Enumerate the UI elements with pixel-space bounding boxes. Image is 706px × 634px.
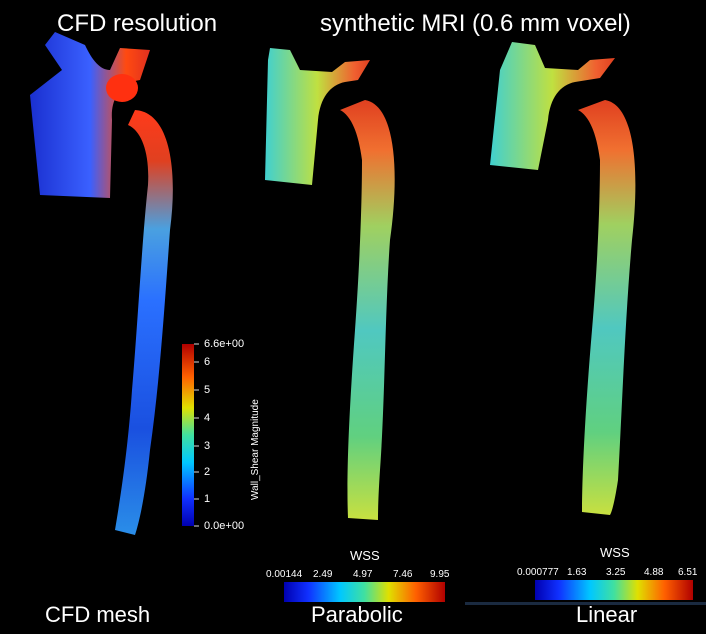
aorta-linear — [490, 42, 636, 515]
colorbar-parabolic-tick: 9.95 — [430, 569, 450, 580]
caption-cfd-mesh: CFD mesh — [45, 602, 151, 627]
colorbar-cfd-tick: 2 — [204, 466, 211, 478]
colorbar-linear — [535, 580, 693, 600]
colorbar-linear-tick: 4.88 — [644, 567, 664, 578]
colorbar-linear-title: WSS — [600, 545, 630, 560]
scroll-track — [465, 602, 706, 605]
aorta-parabolic — [265, 48, 395, 520]
colorbar-linear-tick: 0.000777 — [517, 567, 559, 578]
colorbar-cfd-tick: 6 — [204, 356, 211, 368]
colorbar-linear-tick: 1.63 — [567, 567, 587, 578]
colorbar-cfd-ticks — [194, 343, 199, 527]
colorbar-cfd — [182, 344, 194, 526]
caption-linear: Linear — [576, 602, 638, 627]
colorbar-parabolic-tick: 2.49 — [313, 569, 333, 580]
colorbar-parabolic-title: WSS — [350, 548, 380, 563]
aorta-cfd — [30, 32, 173, 535]
colorbar-linear-tick: 6.51 — [678, 567, 698, 578]
colorbar-cfd-tick: 4 — [204, 412, 211, 424]
colorbar-cfd-max: 6.6e+00 — [204, 338, 245, 350]
colorbar-cfd-tick: 3 — [204, 440, 211, 452]
colorbar-cfd-tick: 5 — [204, 384, 211, 396]
colorbar-parabolic-tick: 0.00144 — [266, 569, 303, 580]
caption-parabolic: Parabolic — [311, 602, 403, 627]
colorbar-parabolic-tick: 4.97 — [353, 569, 373, 580]
colorbar-linear-tick: 3.25 — [606, 567, 626, 578]
colorbar-cfd-label: Wall_Shear Magnitude — [250, 399, 261, 500]
colorbar-cfd-min: 0.0e+00 — [204, 520, 245, 532]
title-synthetic-mri: synthetic MRI (0.6 mm voxel) — [320, 10, 631, 37]
colorbar-cfd-tick: 1 — [204, 493, 211, 505]
colorbar-parabolic-tick: 7.46 — [393, 569, 413, 580]
colorbar-parabolic — [284, 582, 445, 602]
title-cfd-resolution: CFD resolution — [57, 10, 218, 37]
